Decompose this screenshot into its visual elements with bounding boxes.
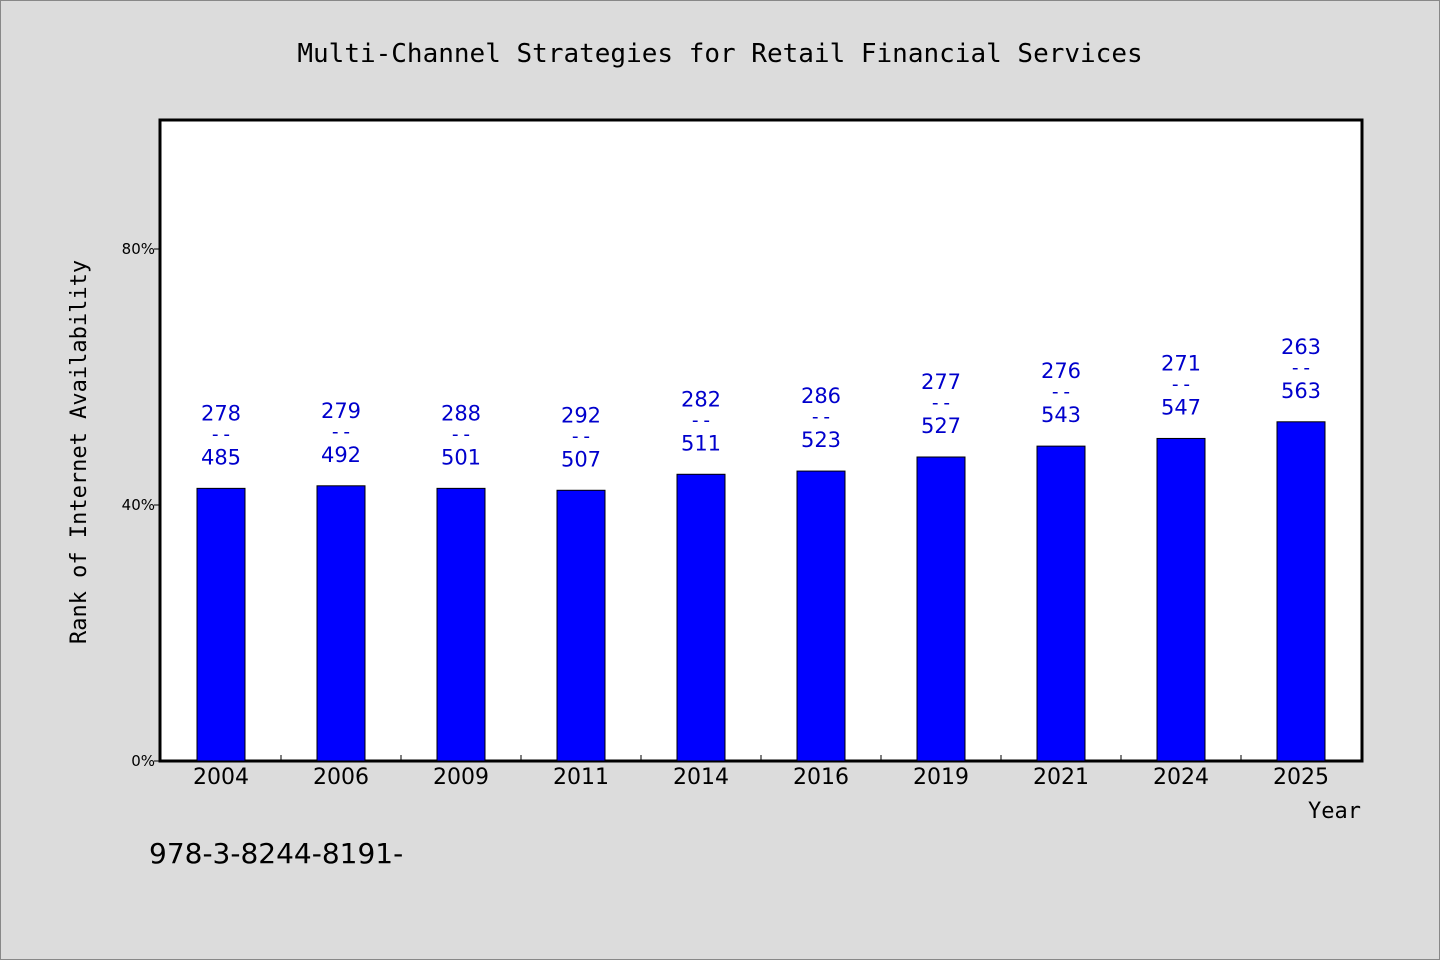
bar-label-separator: --	[450, 423, 473, 445]
bar-label-bottom: 485	[201, 445, 241, 469]
x-tick-label: 2016	[793, 765, 849, 790]
bar-label-bottom: 507	[561, 447, 601, 471]
y-tick-label: 80%	[122, 240, 155, 258]
x-tick-label: 2011	[553, 765, 609, 790]
bar-label-separator: --	[570, 425, 593, 447]
x-tick-labels: 2004 2006 2009 2011 2014 2016 2019 2021 2024 2025	[193, 755, 1329, 790]
bar-2009	[436, 487, 486, 762]
bar-2019	[916, 456, 966, 762]
bars	[196, 421, 1326, 762]
bar-label-bottom: 547	[1161, 395, 1201, 419]
bar-label-separator: --	[1170, 373, 1193, 395]
bar-2006	[316, 485, 366, 762]
x-tick-label: 2004	[193, 765, 249, 790]
bar-label-top: 278	[201, 401, 241, 425]
bar-label-bottom: 492	[321, 443, 361, 467]
bar-2014	[676, 473, 726, 762]
bar-2016	[796, 470, 846, 762]
x-tick-label: 2009	[433, 765, 489, 790]
bar-label-top: 282	[681, 387, 721, 411]
y-ticks: 0% 40% 80%	[122, 240, 161, 770]
y-axis-label: Rank of Internet Availability	[67, 260, 92, 644]
bar-label-top: 263	[1281, 335, 1321, 359]
x-tick-label: 2024	[1153, 765, 1209, 790]
bar-label-top: 271	[1161, 351, 1201, 375]
bar-label-bottom: 563	[1281, 379, 1321, 403]
bar-label-top: 279	[321, 399, 361, 423]
y-tick-label: 0%	[131, 752, 155, 770]
bar-label-bottom: 511	[681, 431, 721, 455]
bar-label-separator: --	[330, 421, 353, 443]
bar-label-separator: --	[690, 409, 713, 431]
bar-labels: 278--485279--492288--501292--507282--511…	[201, 335, 1321, 471]
y-tick-label: 40%	[122, 496, 155, 514]
x-tick-label: 2019	[913, 765, 969, 790]
bar-label-separator: --	[1290, 357, 1313, 379]
bar-label-top: 276	[1041, 359, 1081, 383]
bar-label-top: 292	[561, 403, 601, 427]
bar-2004	[196, 487, 246, 762]
bar-label-separator: --	[210, 423, 233, 445]
x-tick-label: 2021	[1033, 765, 1089, 790]
x-tick-label: 2025	[1273, 765, 1329, 790]
bar-2021	[1036, 445, 1086, 762]
bar-2025	[1276, 421, 1326, 762]
bar-label-separator: --	[930, 392, 953, 414]
bar-label-bottom: 501	[441, 445, 481, 469]
bar-label-bottom: 523	[801, 428, 841, 452]
bar-label-bottom: 543	[1041, 403, 1081, 427]
bar-label-separator: --	[1050, 381, 1073, 403]
bar-label-top: 286	[801, 384, 841, 408]
x-tick-label: 2006	[313, 765, 369, 790]
bar-label-top: 288	[441, 401, 481, 425]
bar-label-top: 277	[921, 370, 961, 394]
x-tick-label: 2014	[673, 765, 729, 790]
chart-title: Multi-Channel Strategies for Retail Fina…	[297, 39, 1142, 69]
footer-text: 978-3-8244-8191-	[149, 837, 403, 870]
bar-label-bottom: 527	[921, 414, 961, 438]
bar-label-separator: --	[810, 406, 833, 428]
bar-2024	[1156, 437, 1206, 762]
x-axis-label: Year	[1308, 799, 1361, 824]
bar-2011	[556, 489, 606, 762]
